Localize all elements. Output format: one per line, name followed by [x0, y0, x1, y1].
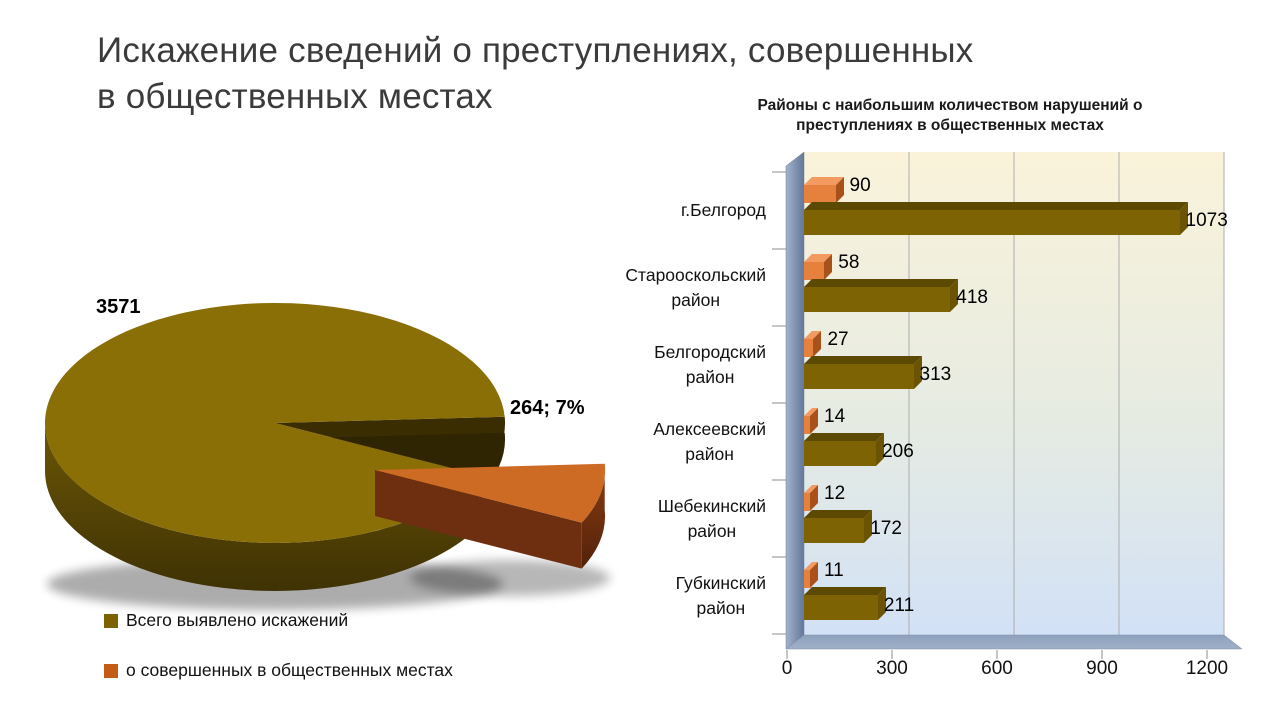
- bar-top-face: [804, 510, 873, 518]
- bar-value-label-total: 206: [882, 441, 914, 462]
- x-tick-label-1: 300: [876, 658, 908, 679]
- x-tick-label-3: 900: [1086, 658, 1118, 679]
- pie-slice-shadow: [410, 560, 610, 596]
- bar-chart-title: Районы с наибольшим количеством нарушени…: [660, 96, 1240, 136]
- bar-value-label-public: 14: [824, 406, 846, 427]
- bar-top-face: [804, 356, 922, 364]
- bar-value-label-total: 172: [870, 518, 902, 539]
- bar-front-face: [804, 518, 865, 543]
- category-label-1: Старооскольский район: [620, 249, 766, 326]
- bar-chart-title-line1: Районы с наибольшим количеством нарушени…: [757, 97, 1143, 114]
- category-label-text: г.Белгород: [681, 200, 766, 220]
- pie-slice-rim: [581, 463, 606, 569]
- bar-top-face: [804, 433, 885, 441]
- pie-slice-lower-side: [375, 470, 582, 569]
- bar-value-label-total: 211: [883, 595, 915, 616]
- bar-top-face: [804, 587, 886, 595]
- bar-public-2: [804, 331, 822, 357]
- bar-front-face: [804, 416, 810, 434]
- category-label-text: Алексеевский район: [653, 418, 766, 464]
- x-tick-label-0: 0: [781, 658, 793, 679]
- bar-top-face: [804, 202, 1188, 210]
- bar-value-label-public: 90: [849, 175, 871, 196]
- pie-main-side: [45, 423, 482, 591]
- legend-item-label: Всего выявлено искажений: [126, 610, 349, 630]
- bar-total-4: [804, 510, 873, 543]
- bar-public-5: [804, 562, 818, 588]
- bar-front-face: [804, 287, 951, 312]
- pie-legend: Всего выявлено искажений о совершенных в …: [104, 610, 624, 710]
- bar-total-1: [804, 279, 959, 312]
- bar-chart-title-line2: преступлениях в общественных местах: [796, 117, 1104, 134]
- pie-data-label-slice: 264; 7%: [510, 397, 585, 419]
- bar-value-label-public: 11: [824, 560, 844, 581]
- bar-value-label-total: 1073: [1185, 210, 1228, 231]
- bar-front-face: [804, 339, 814, 357]
- bar-total-5: [804, 587, 886, 620]
- legend-item-0: Всего выявлено искажений: [104, 610, 624, 631]
- legend-swatch-icon: [104, 663, 118, 678]
- bar-chart: Районы с наибольшим количеством нарушени…: [620, 90, 1280, 710]
- bar-public-1: [804, 254, 833, 280]
- category-label-5: Губкинский район: [620, 557, 766, 634]
- pie-chart: [45, 302, 610, 610]
- slide-title: Искажение сведений о преступлениях, сове…: [97, 28, 1207, 120]
- bar-front-face: [804, 570, 810, 588]
- x-axis-labels: 0 300 600 900 1200: [620, 658, 1280, 688]
- category-label-4: Шебекинский район: [620, 480, 766, 557]
- pie-exploded-slice: [375, 463, 606, 523]
- bar-public-0: [804, 177, 844, 203]
- bars-layer: 90 1073 58 418 27 313 14 206 12 172 11 211: [804, 172, 1234, 634]
- bar-value-label-total: 418: [956, 287, 988, 308]
- legend-item-label: о совершенных в общественных местах: [126, 660, 453, 680]
- bar-value-label-public: 27: [827, 329, 849, 350]
- bar-value-label-total: 313: [919, 364, 952, 385]
- bar-public-4: [804, 485, 818, 511]
- bar-top-face: [804, 279, 959, 287]
- category-label-text: Шебекинский район: [657, 495, 766, 541]
- pie-data-label-total: 3571: [96, 296, 141, 318]
- category-label-0: г.Белгород: [620, 172, 766, 249]
- bar-value-label-public: 12: [824, 483, 846, 504]
- bar-total-2: [804, 356, 922, 389]
- bar-front-face: [804, 185, 836, 203]
- bar-front-face: [804, 262, 825, 280]
- bar-front-face: [804, 595, 878, 620]
- slide-title-line2: в общественных местах: [97, 77, 493, 116]
- category-ticks: [772, 171, 786, 635]
- category-label-text: Губкинский район: [675, 572, 766, 618]
- bar-value-label-public: 58: [838, 252, 860, 273]
- bar-public-3: [804, 408, 818, 434]
- value-ticks: [786, 650, 1208, 659]
- legend-swatch-icon: [104, 613, 118, 628]
- bar-front-face: [804, 364, 914, 389]
- x-tick-label-2: 600: [981, 658, 1013, 679]
- axis-wall: [785, 151, 805, 650]
- bar-front-face: [804, 441, 877, 466]
- x-tick-label-4: 1200: [1185, 658, 1229, 679]
- bar-total-0: [804, 202, 1188, 235]
- legend-item-1: о совершенных в общественных местах: [104, 660, 624, 681]
- category-label-text: Белгородский район: [654, 341, 766, 387]
- category-labels: г.Белгород Старооскольский район Белгородск…: [620, 172, 766, 634]
- bar-total-3: [804, 433, 885, 466]
- bar-front-face: [804, 493, 810, 511]
- category-label-2: Белгородский район: [620, 326, 766, 403]
- slide-title-line1: Искажение сведений о преступлениях, сове…: [97, 31, 974, 70]
- category-label-3: Алексеевский район: [620, 403, 766, 480]
- floor: [785, 634, 1243, 650]
- category-label-text: Старооскольский район: [625, 264, 766, 310]
- bar-front-face: [804, 210, 1180, 235]
